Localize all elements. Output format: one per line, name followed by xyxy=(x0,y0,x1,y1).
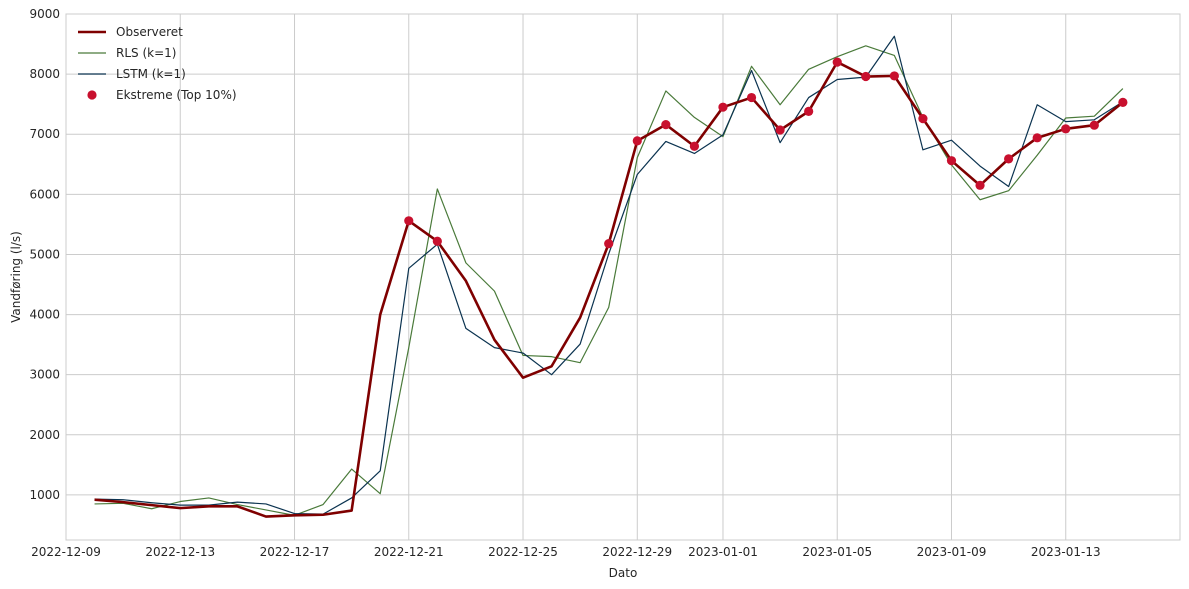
x-gridlines xyxy=(65,14,1067,540)
extreme-point xyxy=(889,71,899,81)
x-tick-label: 2022-12-13 xyxy=(145,545,215,559)
extreme-point xyxy=(832,57,842,67)
y-tick-label: 2000 xyxy=(29,428,60,442)
extreme-point xyxy=(861,71,871,82)
y-tick-label: 4000 xyxy=(29,308,60,322)
x-tick-label: 2022-12-25 xyxy=(488,545,558,559)
extreme-point xyxy=(661,120,671,130)
x-axis-ticks: 2022-12-09 2022-12-13 2022-12-17 2022-12-21… xyxy=(31,545,1100,559)
y-tick-label: 9000 xyxy=(29,7,60,21)
extreme-point xyxy=(1032,133,1042,143)
extreme-point xyxy=(946,156,957,166)
x-tick-label: 2023-01-09 xyxy=(917,545,987,559)
extreme-point xyxy=(1089,120,1099,130)
extreme-point xyxy=(604,239,614,249)
y-axis-title: Vandføring (l/s) xyxy=(9,231,23,323)
extreme-point xyxy=(404,216,414,226)
y-tick-label: 6000 xyxy=(29,187,60,201)
extreme-point xyxy=(746,92,757,103)
extreme-point xyxy=(1118,97,1128,107)
extreme-point xyxy=(918,113,928,124)
x-tick-label: 2023-01-13 xyxy=(1031,545,1101,559)
legend-label: RLS (k=1) xyxy=(116,46,176,60)
plot-area xyxy=(65,13,1181,541)
y-tick-label: 1000 xyxy=(29,488,60,502)
legend-label: Observeret xyxy=(116,25,183,39)
y-axis-ticks: 1000 2000 3000 4000 5000 6000 7000 8000 9000 xyxy=(29,7,60,502)
legend: Observeret RLS (k=1) LSTM (k=1) Ekstreme (T… xyxy=(78,25,237,102)
extreme-point xyxy=(775,125,785,135)
y-tick-label: 8000 xyxy=(29,67,60,81)
y-tick-label: 3000 xyxy=(29,368,60,382)
extreme-point xyxy=(718,102,728,112)
extreme-point xyxy=(804,106,814,116)
y-tick-label: 5000 xyxy=(29,247,60,261)
extreme-point xyxy=(975,180,985,190)
x-tick-label: 2022-12-17 xyxy=(260,545,330,559)
x-tick-label: 2023-01-01 xyxy=(688,545,758,559)
x-axis-title: Dato xyxy=(609,566,638,580)
extreme-point xyxy=(1004,154,1014,164)
x-tick-label: 2022-12-21 xyxy=(374,545,444,559)
y-tick-label: 7000 xyxy=(29,127,60,141)
legend-marker xyxy=(87,90,97,100)
series-layer xyxy=(94,35,1128,518)
legend-label: Ekstreme (Top 10%) xyxy=(116,88,237,102)
x-tick-label: 2023-01-05 xyxy=(802,545,872,559)
extreme-point xyxy=(1061,124,1071,134)
x-tick-label: 2022-12-29 xyxy=(602,545,672,559)
legend-label: LSTM (k=1) xyxy=(116,67,186,81)
extreme-point xyxy=(432,236,442,246)
extreme-point xyxy=(632,136,642,146)
series-line-lstm xyxy=(94,35,1124,515)
extreme-point xyxy=(689,141,700,151)
x-tick-label: 2022-12-09 xyxy=(31,545,101,559)
